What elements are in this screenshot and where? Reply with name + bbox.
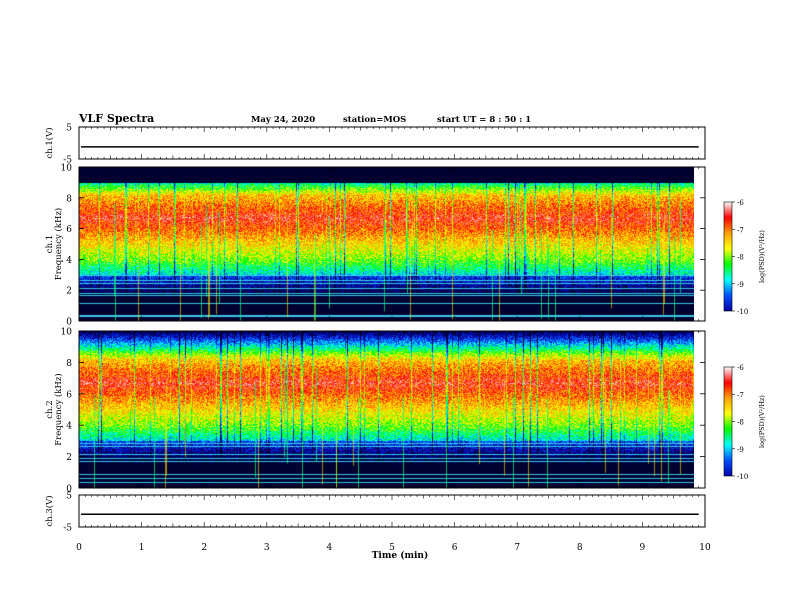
panel-1 <box>78 126 706 160</box>
colorbar-tick-label: -8 <box>737 254 744 262</box>
x-tick-label: 0 <box>76 543 82 553</box>
y-tick-label: 8 <box>66 359 72 369</box>
colorbar-rect <box>723 201 733 312</box>
y-tick-label: 6 <box>66 225 72 235</box>
spectrogram-image <box>79 167 694 321</box>
colorbar-1 <box>723 201 735 312</box>
y-tick-label: 8 <box>66 194 72 204</box>
y-tick-label: 10 <box>61 328 73 338</box>
colorbar-tick-label: -7 <box>737 391 744 399</box>
y-axis-label: ch.3(V) <box>44 495 55 526</box>
colorbar-tick-label: -7 <box>737 226 744 234</box>
y-tick-label: 4 <box>66 256 72 266</box>
y-axis-label: ch.2 <box>45 400 55 418</box>
x-tick-label: 8 <box>577 543 583 553</box>
y-tick-label: 0 <box>66 318 72 328</box>
x-tick-label: 7 <box>514 543 520 553</box>
y-axis-label: Frequency (kHz) <box>53 373 64 445</box>
colorbar-rect <box>723 366 733 477</box>
y-tick-label: 5 <box>66 124 72 134</box>
x-tick-label: 4 <box>327 543 333 553</box>
colorbar-2 <box>723 366 735 477</box>
y-tick-label: 5 <box>66 492 72 502</box>
colorbar-tick-label: -10 <box>737 473 748 481</box>
y-tick-label: -5 <box>63 524 72 534</box>
colorbar-tick-label: -6 <box>737 364 744 372</box>
x-tick-label: 6 <box>452 543 458 553</box>
x-tick-label: 2 <box>201 543 207 553</box>
y-tick-label: 2 <box>66 453 72 463</box>
colorbar-tick-label: -9 <box>737 281 744 289</box>
x-tick-label: 5 <box>389 543 395 553</box>
x-tick-label: 9 <box>640 543 646 553</box>
spectrogram-image <box>79 331 694 488</box>
y-tick-label: 0 <box>66 485 72 495</box>
colorbar-tick-label: -9 <box>737 446 744 454</box>
x-axis-label: Time (min) <box>372 550 429 561</box>
colorbar-tick-label: -8 <box>737 419 744 427</box>
colorbar-label: log(PSD)(V²/Hz) <box>758 395 766 448</box>
station-label: station=MOS <box>343 115 407 125</box>
y-axis-label: ch.1 <box>45 235 55 253</box>
y-axis-label: ch.1(V) <box>44 127 55 158</box>
y-tick-label: -5 <box>63 156 72 166</box>
date-label: May 24, 2020 <box>251 115 316 125</box>
panel-4 <box>78 494 706 528</box>
y-tick-label: 6 <box>66 390 72 400</box>
colorbar-tick-label: -6 <box>737 199 744 207</box>
x-tick-label: 10 <box>699 543 711 553</box>
chart-title: VLF Spectra <box>79 112 155 125</box>
panel-3 <box>78 330 706 489</box>
x-tick-label: 1 <box>139 543 145 553</box>
y-axis-label: Frequency (kHz) <box>53 208 64 280</box>
panel-2 <box>78 166 706 322</box>
y-tick-label: 2 <box>66 287 72 297</box>
colorbar-label: log(PSD)(V²/Hz) <box>758 230 766 283</box>
x-tick-label: 3 <box>264 543 270 553</box>
y-tick-label: 4 <box>66 422 72 432</box>
y-tick-label: 10 <box>61 164 73 174</box>
start-time-label: start UT = 8 : 50 : 1 <box>437 115 532 125</box>
colorbar-tick-label: -10 <box>737 308 748 316</box>
